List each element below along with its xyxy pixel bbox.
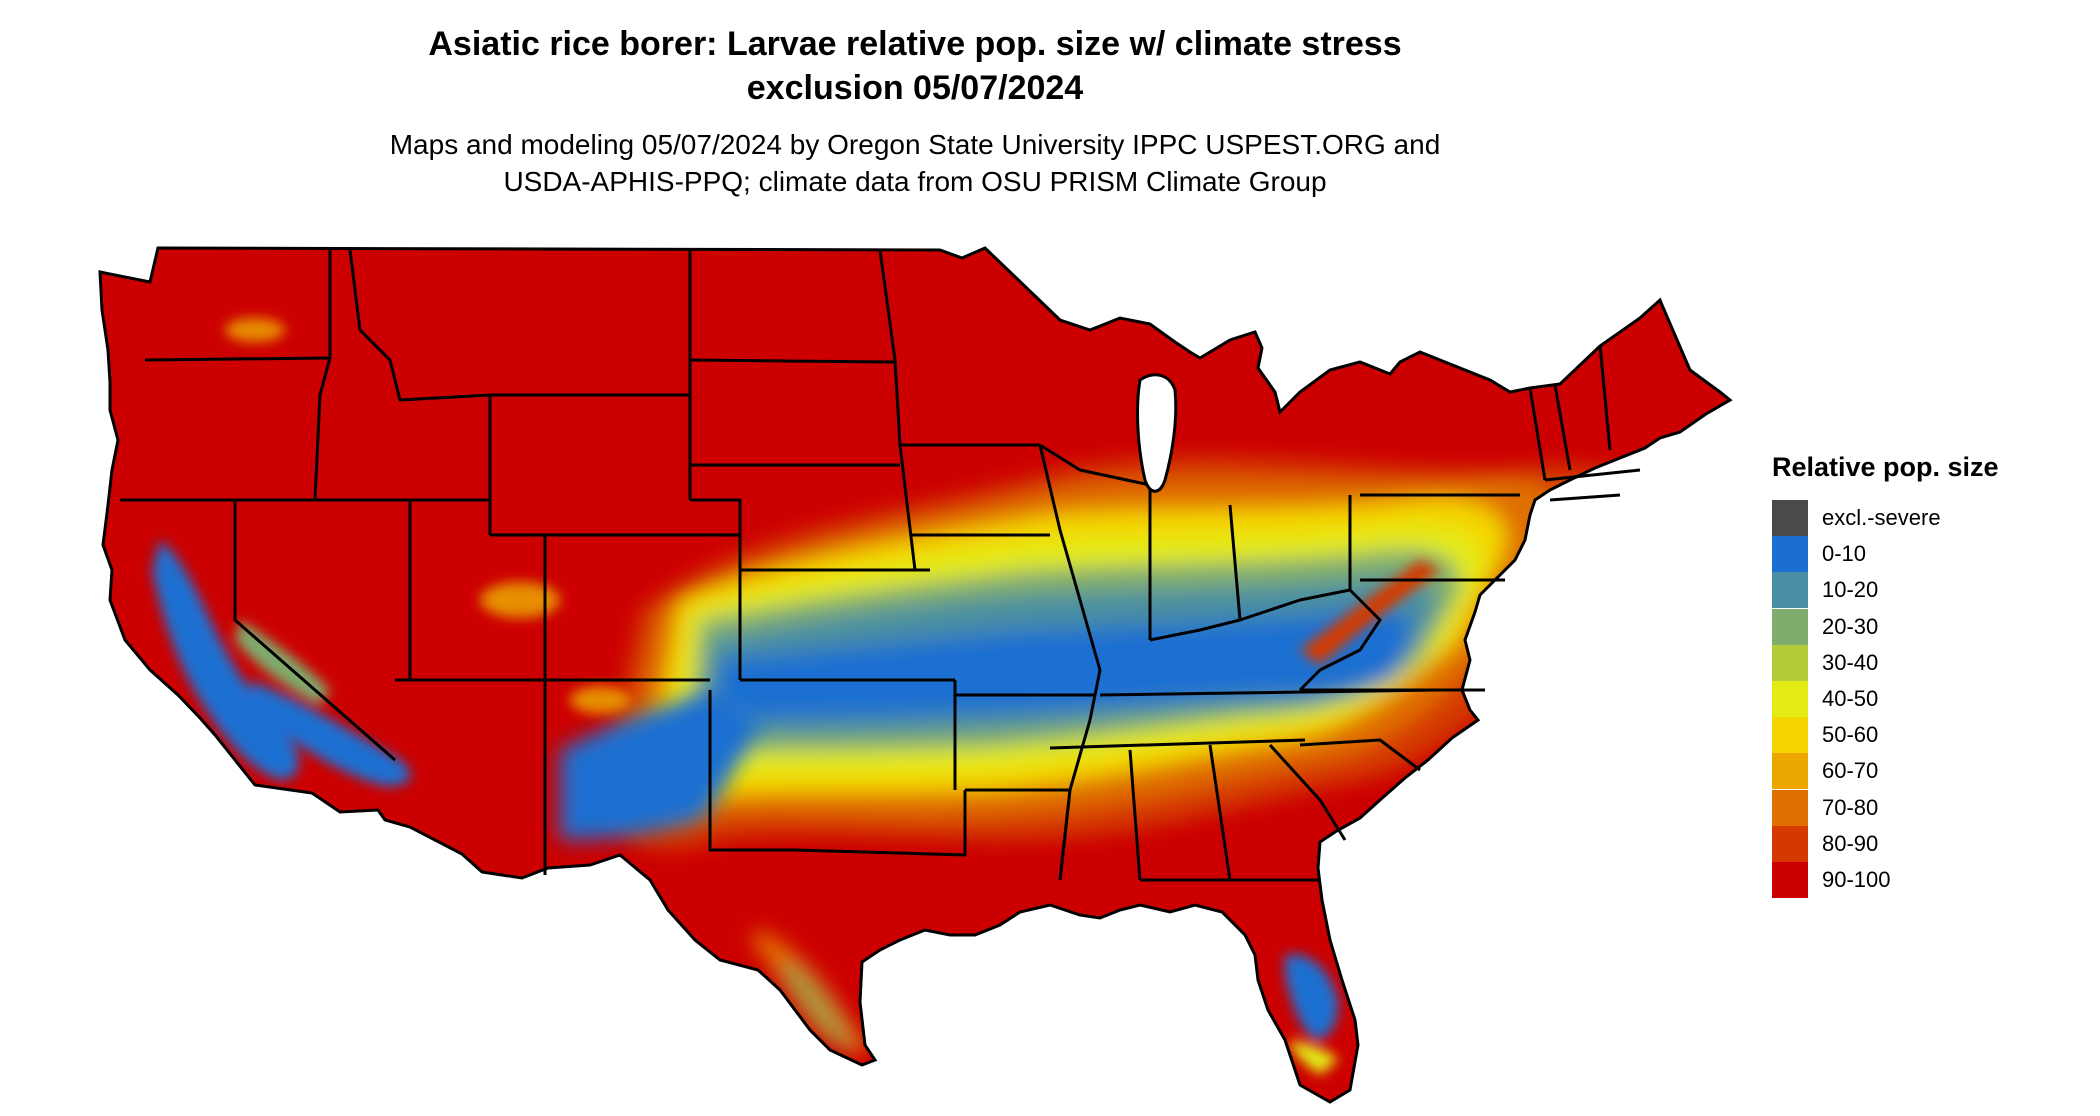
border-id-west	[313, 250, 332, 501]
legend-swatch	[1772, 753, 1808, 790]
border-nh-me	[1598, 344, 1612, 451]
border-tn-south	[1049, 738, 1306, 750]
border-wi-il	[1039, 443, 1151, 487]
legend-label: 70-80	[1822, 794, 1879, 820]
legend-label: 20-30	[1822, 613, 1879, 639]
legend-label: 90-100	[1822, 866, 1891, 892]
legend-label: 10-20	[1822, 577, 1879, 603]
legend-item: 20-30	[1772, 608, 2072, 645]
legend-item: 10-20	[1772, 572, 2072, 609]
legend-label: excl.-severe	[1822, 505, 1941, 531]
zone-appalachian-ridge	[1300, 560, 1440, 665]
legend-swatch	[1772, 789, 1808, 826]
legend-item: 80-90	[1772, 825, 2072, 862]
zone-0-10	[718, 609, 1413, 718]
border-in-oh	[1228, 504, 1242, 621]
border-ne-wy	[690, 498, 742, 535]
border-ga-sc	[1268, 743, 1347, 841]
legend-label: 30-40	[1822, 649, 1879, 675]
border-ms-al	[1128, 749, 1142, 881]
map-title: Asiatic rice borer: Larvae relative pop.…	[250, 22, 1580, 110]
border-wv-va	[1298, 588, 1382, 692]
legend-label: 40-50	[1822, 686, 1879, 712]
border-ct-ri	[1549, 493, 1621, 502]
legend-swatch	[1772, 681, 1808, 718]
border-ca-nv	[233, 500, 396, 762]
lake-michigan	[1136, 373, 1178, 493]
legend-item: 50-60	[1772, 717, 2072, 754]
border-ok-tx	[708, 690, 967, 857]
title-line-1: Asiatic rice borer: Larvae relative pop.…	[428, 25, 1402, 63]
legend-item: excl.-severe	[1772, 500, 2072, 537]
legend-swatch	[1772, 500, 1808, 537]
legend-swatch	[1772, 825, 1808, 862]
zone-0-10-florida	[1285, 954, 1339, 1040]
map-subtitle: Maps and modeling 05/07/2024 by Oregon S…	[250, 126, 1580, 200]
legend-label: 0-10	[1822, 541, 1867, 567]
zone-60-70-texas	[750, 930, 870, 1053]
legend-item: 30-40	[1772, 644, 2072, 681]
zone-60-70-colorado	[570, 686, 630, 714]
legend-swatch	[1772, 717, 1808, 754]
legend: Relative pop. size excl.-severe 0-10 10-20…	[1772, 450, 2072, 898]
zone-60-70-washington	[225, 318, 285, 342]
border-nd-sd	[689, 358, 896, 364]
border-vt-nh	[1553, 384, 1572, 471]
legend-label: 80-90	[1822, 830, 1879, 856]
legend-item: 0-10	[1772, 536, 2072, 573]
legend-label: 50-60	[1822, 722, 1879, 748]
border-ny-vt	[1528, 387, 1547, 481]
zone-0-10-mojave	[250, 680, 411, 786]
border-mississippi	[1038, 444, 1102, 881]
legend-label: 60-70	[1822, 758, 1879, 784]
legend-swatch	[1772, 536, 1808, 573]
legend-swatch	[1772, 644, 1808, 681]
subtitle-line-2: USDA-APHIS-PPQ; climate data from OSU PR…	[503, 166, 1327, 197]
legend-title: Relative pop. size	[1772, 452, 1999, 482]
zone-0-10-california	[152, 540, 299, 780]
state-boundaries	[120, 249, 1641, 882]
border-wa-or	[144, 356, 331, 362]
legend-items: excl.-severe 0-10 10-20 20-30 30-40 40-50 50-6…	[1772, 500, 2072, 898]
border-ma-south	[1544, 468, 1641, 482]
zone-60-70-utah	[480, 582, 560, 618]
border-mn	[878, 249, 1040, 447]
legend-swatch	[1772, 572, 1808, 609]
border-al-ga	[1208, 744, 1232, 881]
border-ohio-river	[1149, 588, 1351, 642]
legend-item: 40-50	[1772, 681, 2072, 718]
zone-40-50-florida	[1290, 1040, 1338, 1075]
border-ia-west	[898, 444, 917, 571]
legend-swatch	[1772, 861, 1808, 898]
legend-item: 70-80	[1772, 789, 2072, 826]
legend-item: 60-70	[1772, 753, 2072, 790]
title-line-2: exclusion 05/07/2024	[746, 69, 1084, 107]
border-id-mt	[348, 249, 491, 402]
legend-swatch	[1772, 608, 1808, 645]
border-nc-sc	[1299, 738, 1421, 772]
subtitle-line-1: Maps and modeling 05/07/2024 by Oregon S…	[389, 129, 1441, 160]
legend-item: 90-100	[1772, 861, 2072, 898]
